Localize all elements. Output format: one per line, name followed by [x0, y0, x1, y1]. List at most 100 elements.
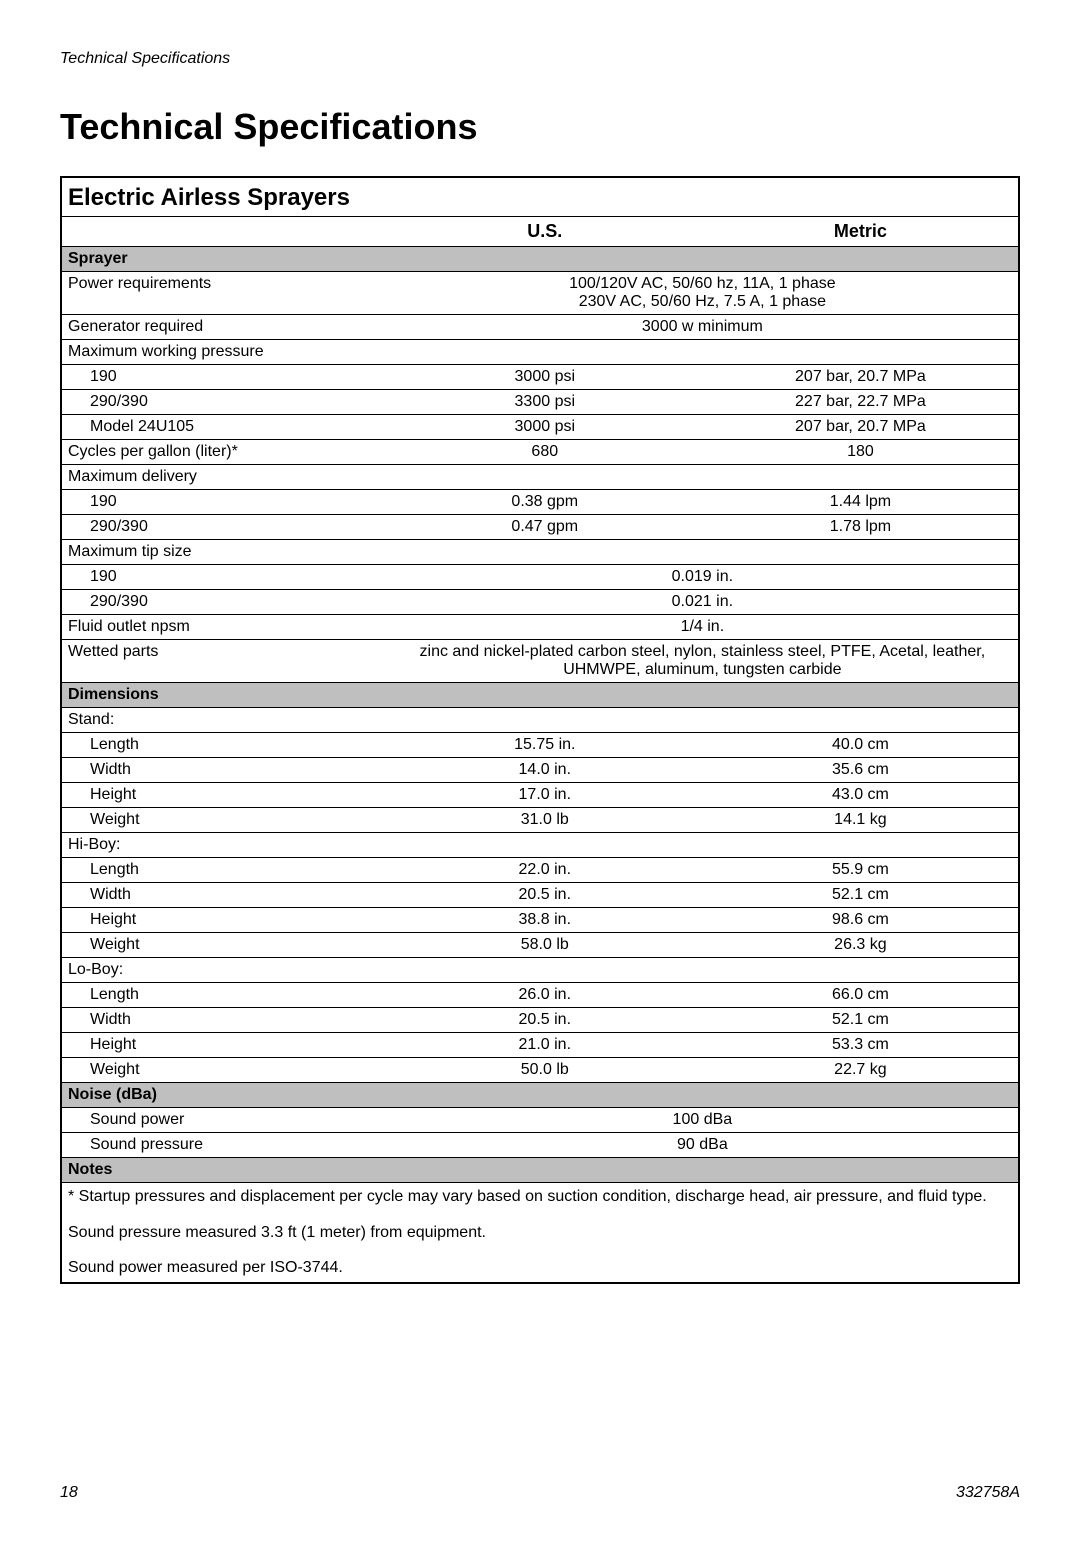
- table-row: Hi-Boy:: [61, 833, 1019, 858]
- row-us: 20.5 in.: [387, 1008, 703, 1033]
- table-row: Width 20.5 in. 52.1 cm: [61, 883, 1019, 908]
- table-row: Lo-Boy:: [61, 958, 1019, 983]
- row-metric: 40.0 cm: [703, 733, 1019, 758]
- row-label: Length: [61, 858, 387, 883]
- section-header-label: Notes: [61, 1158, 1019, 1183]
- row-label: Model 24U105: [61, 415, 387, 440]
- section-header-noise: Noise (dBa): [61, 1083, 1019, 1108]
- table-row: Stand:: [61, 708, 1019, 733]
- table-row: Length 22.0 in. 55.9 cm: [61, 858, 1019, 883]
- table-row: Power requirements 100/120V AC, 50/60 hz…: [61, 272, 1019, 315]
- table-row: 290/390 0.47 gpm 1.78 lpm: [61, 515, 1019, 540]
- row-us: 15.75 in.: [387, 733, 703, 758]
- row-label: Weight: [61, 1058, 387, 1083]
- section-header-notes: Notes: [61, 1158, 1019, 1183]
- table-row: Cycles per gallon (liter)* 680 180: [61, 440, 1019, 465]
- page-title: Technical Specifications: [60, 106, 1020, 148]
- row-label: Width: [61, 883, 387, 908]
- row-metric: 1.44 lpm: [703, 490, 1019, 515]
- section-header-label: Noise (dBa): [61, 1083, 1019, 1108]
- table-row: Height 21.0 in. 53.3 cm: [61, 1033, 1019, 1058]
- note-1: * Startup pressures and displacement per…: [68, 1186, 1012, 1208]
- row-us: 22.0 in.: [387, 858, 703, 883]
- row-label: Maximum tip size: [61, 540, 1019, 565]
- row-value: 90 dBa: [387, 1133, 1019, 1158]
- row-value: 3000 w minimum: [387, 315, 1019, 340]
- column-header-row: U.S. Metric: [61, 217, 1019, 247]
- row-label: Height: [61, 908, 387, 933]
- table-row: 190 3000 psi 207 bar, 20.7 MPa: [61, 365, 1019, 390]
- row-us: 680: [387, 440, 703, 465]
- row-metric: 66.0 cm: [703, 983, 1019, 1008]
- table-row: 190 0.019 in.: [61, 565, 1019, 590]
- row-label: Lo-Boy:: [61, 958, 1019, 983]
- power-req-line2: 230V AC, 50/60 Hz, 7.5 A, 1 phase: [579, 293, 826, 310]
- row-us: 14.0 in.: [387, 758, 703, 783]
- row-us: 3000 psi: [387, 415, 703, 440]
- row-value: 100 dBa: [387, 1108, 1019, 1133]
- table-row: 290/390 0.021 in.: [61, 590, 1019, 615]
- row-label: 190: [61, 490, 387, 515]
- row-us: 58.0 lb: [387, 933, 703, 958]
- table-row: Maximum delivery: [61, 465, 1019, 490]
- row-value: 100/120V AC, 50/60 hz, 11A, 1 phase 230V…: [387, 272, 1019, 315]
- row-label: Width: [61, 1008, 387, 1033]
- row-metric: 98.6 cm: [703, 908, 1019, 933]
- row-us: 26.0 in.: [387, 983, 703, 1008]
- row-label: Height: [61, 783, 387, 808]
- table-row: Sound pressure 90 dBa: [61, 1133, 1019, 1158]
- row-metric: 52.1 cm: [703, 883, 1019, 908]
- specs-table: Electric Airless Sprayers U.S. Metric Sp…: [60, 176, 1020, 1284]
- table-row: Maximum tip size: [61, 540, 1019, 565]
- table-title: Electric Airless Sprayers: [61, 177, 1019, 217]
- row-label: 290/390: [61, 390, 387, 415]
- row-label: Weight: [61, 933, 387, 958]
- row-label: Generator required: [61, 315, 387, 340]
- row-metric: 227 bar, 22.7 MPa: [703, 390, 1019, 415]
- col-header-us: U.S.: [387, 217, 703, 247]
- row-label: Cycles per gallon (liter)*: [61, 440, 387, 465]
- table-row: Weight 58.0 lb 26.3 kg: [61, 933, 1019, 958]
- row-value: zinc and nickel-plated carbon steel, nyl…: [387, 640, 1019, 683]
- notes-content: * Startup pressures and displacement per…: [61, 1183, 1019, 1283]
- row-us: 17.0 in.: [387, 783, 703, 808]
- row-metric: 35.6 cm: [703, 758, 1019, 783]
- table-row: Weight 50.0 lb 22.7 kg: [61, 1058, 1019, 1083]
- table-row: 190 0.38 gpm 1.44 lpm: [61, 490, 1019, 515]
- row-label: Wetted parts: [61, 640, 387, 683]
- running-header: Technical Specifications: [60, 50, 1020, 68]
- table-row: Length 15.75 in. 40.0 cm: [61, 733, 1019, 758]
- row-metric: 53.3 cm: [703, 1033, 1019, 1058]
- row-us: 21.0 in.: [387, 1033, 703, 1058]
- table-row: Length 26.0 in. 66.0 cm: [61, 983, 1019, 1008]
- row-metric: 26.3 kg: [703, 933, 1019, 958]
- row-value: 0.021 in.: [387, 590, 1019, 615]
- row-metric: 22.7 kg: [703, 1058, 1019, 1083]
- row-metric: 207 bar, 20.7 MPa: [703, 415, 1019, 440]
- section-header-label: Sprayer: [61, 247, 1019, 272]
- table-row: Maximum working pressure: [61, 340, 1019, 365]
- row-label: Width: [61, 758, 387, 783]
- table-row: Height 38.8 in. 98.6 cm: [61, 908, 1019, 933]
- table-row: Fluid outlet npsm 1/4 in.: [61, 615, 1019, 640]
- row-us: 0.38 gpm: [387, 490, 703, 515]
- row-label: Hi-Boy:: [61, 833, 1019, 858]
- row-us: 31.0 lb: [387, 808, 703, 833]
- section-header-dimensions: Dimensions: [61, 683, 1019, 708]
- row-label: Stand:: [61, 708, 1019, 733]
- row-us: 38.8 in.: [387, 908, 703, 933]
- row-label: Maximum delivery: [61, 465, 1019, 490]
- row-us: 3300 psi: [387, 390, 703, 415]
- col-header-empty: [61, 217, 387, 247]
- table-row: Wetted parts zinc and nickel-plated carb…: [61, 640, 1019, 683]
- document-page: Technical Specifications Technical Speci…: [0, 0, 1080, 1552]
- note-2: Sound pressure measured 3.3 ft (1 meter)…: [68, 1222, 1012, 1244]
- row-label: Power requirements: [61, 272, 387, 315]
- table-row: Width 20.5 in. 52.1 cm: [61, 1008, 1019, 1033]
- table-row: Generator required 3000 w minimum: [61, 315, 1019, 340]
- row-label: Weight: [61, 808, 387, 833]
- row-value: 1/4 in.: [387, 615, 1019, 640]
- row-us: 0.47 gpm: [387, 515, 703, 540]
- row-label: Height: [61, 1033, 387, 1058]
- table-row: Width 14.0 in. 35.6 cm: [61, 758, 1019, 783]
